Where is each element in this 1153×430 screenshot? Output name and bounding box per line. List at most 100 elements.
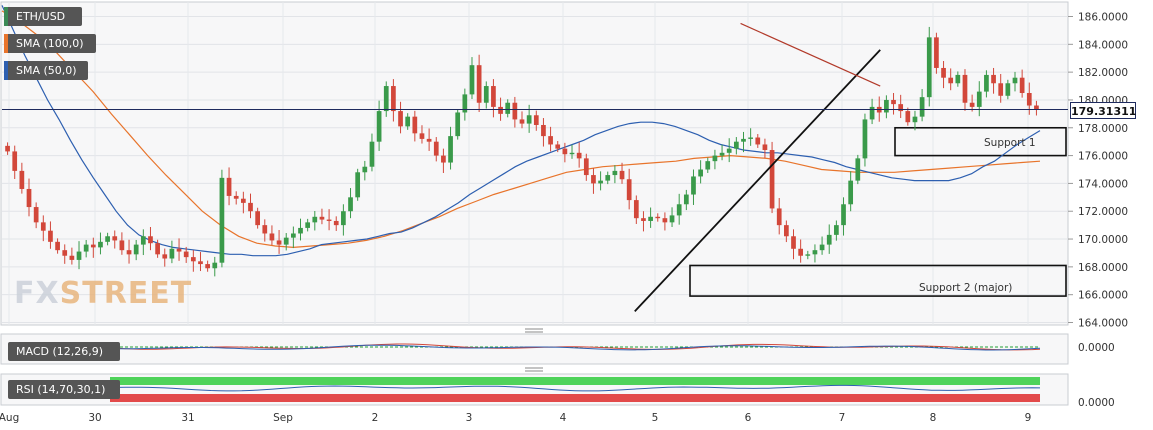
candle-body: [784, 225, 789, 237]
candle-body: [512, 102, 518, 120]
candle-body: [548, 136, 553, 145]
price-axis: 186.0000184.0000182.0000180.0000178.0000…: [1068, 12, 1128, 330]
candle-body: [190, 257, 196, 262]
candle-body: [569, 152, 575, 155]
candle-body: [941, 67, 946, 78]
candle-body: [426, 138, 432, 142]
rsi-overbought-band: [110, 377, 1040, 385]
candle-body: [583, 158, 589, 176]
macd-legend-label: MACD (12,26,9): [16, 345, 104, 358]
candle-body: [855, 158, 861, 181]
candle-body: [76, 251, 82, 260]
candle-body: [176, 248, 182, 252]
candle-body: [733, 141, 739, 149]
rsi-legend[interactable]: RSI (14,70,30,1): [8, 380, 120, 399]
candle-body: [633, 200, 639, 219]
candle-body: [369, 141, 375, 167]
candle-body: [33, 207, 39, 223]
candle-body: [419, 133, 425, 139]
trendlines: [634, 22, 881, 312]
legend-sma50-swatch: [4, 61, 8, 80]
support-zone-box: [894, 126, 1067, 157]
x-tick-label: 31: [181, 412, 194, 424]
candle-body: [898, 104, 904, 112]
candle-body: [934, 37, 939, 68]
candle-body: [605, 175, 611, 181]
candle-body: [912, 116, 918, 123]
trendline: [634, 49, 881, 312]
candle-body: [212, 262, 218, 269]
candle-body: [976, 91, 982, 107]
candle-body: [448, 136, 453, 163]
legend-sma50-label: SMA (50,0): [16, 64, 77, 77]
x-tick-label: 3: [466, 412, 473, 424]
legend-sma50[interactable]: SMA (50,0): [4, 61, 88, 80]
candle-body: [669, 215, 675, 223]
main-plot-area: [0, 1, 1069, 326]
x-tick-label: 30: [88, 412, 101, 424]
support2-label: Support 2 (major): [919, 282, 1012, 294]
candle-body: [962, 74, 968, 103]
candle-body: [40, 222, 46, 231]
candle-body: [533, 115, 539, 125]
candle-body: [505, 102, 511, 114]
candle-body: [348, 197, 353, 212]
macd-plot-area: [0, 333, 1069, 365]
macd-legend[interactable]: MACD (12,26,9): [8, 342, 120, 361]
time-axis: Aug 30 31 Sep 2 3 4 5 6 7 8 9: [0, 412, 1031, 424]
candle-body: [955, 74, 961, 84]
candlesticks: [5, 26, 1039, 277]
x-tick-label: Sep: [273, 412, 293, 424]
candle-body: [491, 86, 496, 107]
candle-body: [719, 152, 725, 156]
y-tick-label: 166.0000: [1078, 290, 1128, 302]
candle-body: [83, 244, 89, 252]
candle-body: [498, 106, 503, 114]
candle-body: [884, 99, 889, 113]
candle-body: [219, 177, 225, 263]
candle-body: [19, 170, 25, 189]
support1-label: Support 1: [984, 137, 1036, 149]
legend-sma100[interactable]: SMA (100,0): [4, 34, 96, 53]
y-tick-label: 172.0000: [1078, 206, 1128, 218]
candle-body: [255, 211, 260, 226]
candle-body: [712, 155, 718, 162]
candle-body: [519, 119, 525, 124]
candle-body: [991, 74, 996, 84]
candle-body: [126, 250, 132, 255]
candle-body: [812, 250, 818, 255]
x-tick-label: 9: [1025, 412, 1032, 424]
current-price-tag: 179.31311: [1070, 102, 1136, 119]
candle-body: [26, 188, 32, 208]
macd-tick: 0.0000: [1078, 342, 1115, 354]
candle-body: [676, 204, 682, 216]
candle-body: [226, 177, 232, 196]
candle-body: [376, 111, 382, 142]
fxstreet-watermark: FXSTREET: [14, 276, 192, 311]
candle-body: [969, 102, 975, 107]
candle-body: [905, 111, 911, 123]
candle-body: [1012, 77, 1018, 84]
x-tick-label: 6: [745, 412, 752, 424]
candle-body: [155, 243, 160, 255]
y-tick-label: 184.0000: [1078, 39, 1128, 51]
macd-signal-line: [109, 344, 1041, 351]
legend-sma100-label: SMA (100,0): [16, 37, 84, 50]
candle-body: [748, 137, 753, 139]
candle-body: [762, 144, 768, 151]
support-zones: [689, 126, 1067, 297]
legend-ethusd-swatch: [4, 7, 8, 26]
candle-body: [62, 250, 68, 256]
x-tick-label: 8: [930, 412, 937, 424]
support-zone-box: [689, 264, 1067, 297]
candle-body: [291, 233, 296, 238]
candle-body: [612, 170, 618, 176]
y-tick-label: 182.0000: [1078, 67, 1128, 79]
candle-body: [791, 236, 796, 249]
panel-resize-handles[interactable]: [525, 328, 543, 372]
candle-body: [591, 175, 596, 184]
candle-body: [319, 216, 325, 220]
candle-body: [555, 144, 561, 149]
legend-ethusd[interactable]: ETH/USD: [4, 7, 82, 26]
candle-body: [12, 151, 18, 171]
